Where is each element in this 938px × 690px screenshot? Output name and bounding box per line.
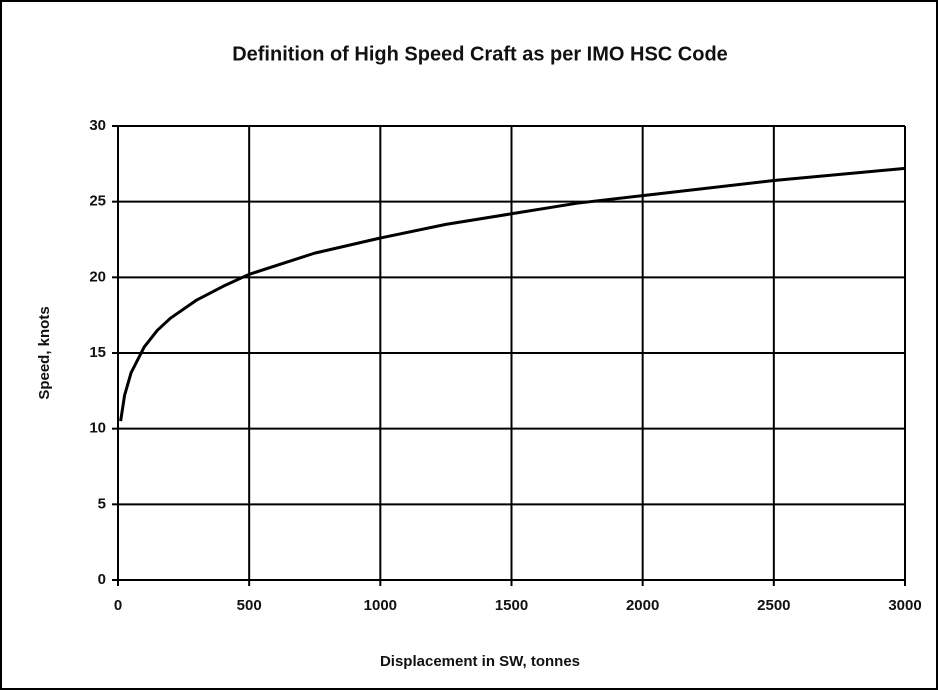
line-series: [119, 166, 906, 422]
y-tick-label: 0: [98, 571, 106, 588]
y-tick-label: 15: [89, 344, 106, 361]
x-tick-label: 1000: [364, 597, 397, 614]
x-axis-label: Displacement in SW, tonnes: [380, 653, 580, 670]
x-tick-label: 500: [237, 597, 262, 614]
x-tick-label: 1500: [495, 597, 528, 614]
x-tick-label: 2000: [626, 597, 659, 614]
chart-title: Definition of High Speed Craft as per IM…: [232, 43, 728, 65]
y-tick-label: 25: [89, 193, 106, 210]
y-tick-label: 20: [89, 268, 106, 285]
y-tick-label: 10: [89, 420, 106, 437]
x-tick-label: 0: [114, 597, 122, 614]
x-tick-label: 3000: [888, 597, 921, 614]
x-tick-label: 2500: [757, 597, 790, 614]
y-tick-label: 5: [98, 495, 106, 512]
y-axis-label: Speed, knots: [36, 306, 53, 399]
y-tick-label: 30: [89, 117, 106, 134]
